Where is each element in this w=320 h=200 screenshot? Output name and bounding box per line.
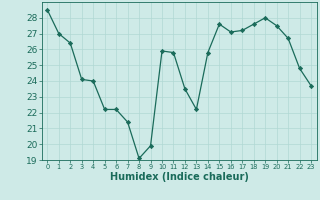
X-axis label: Humidex (Indice chaleur): Humidex (Indice chaleur) <box>110 172 249 182</box>
